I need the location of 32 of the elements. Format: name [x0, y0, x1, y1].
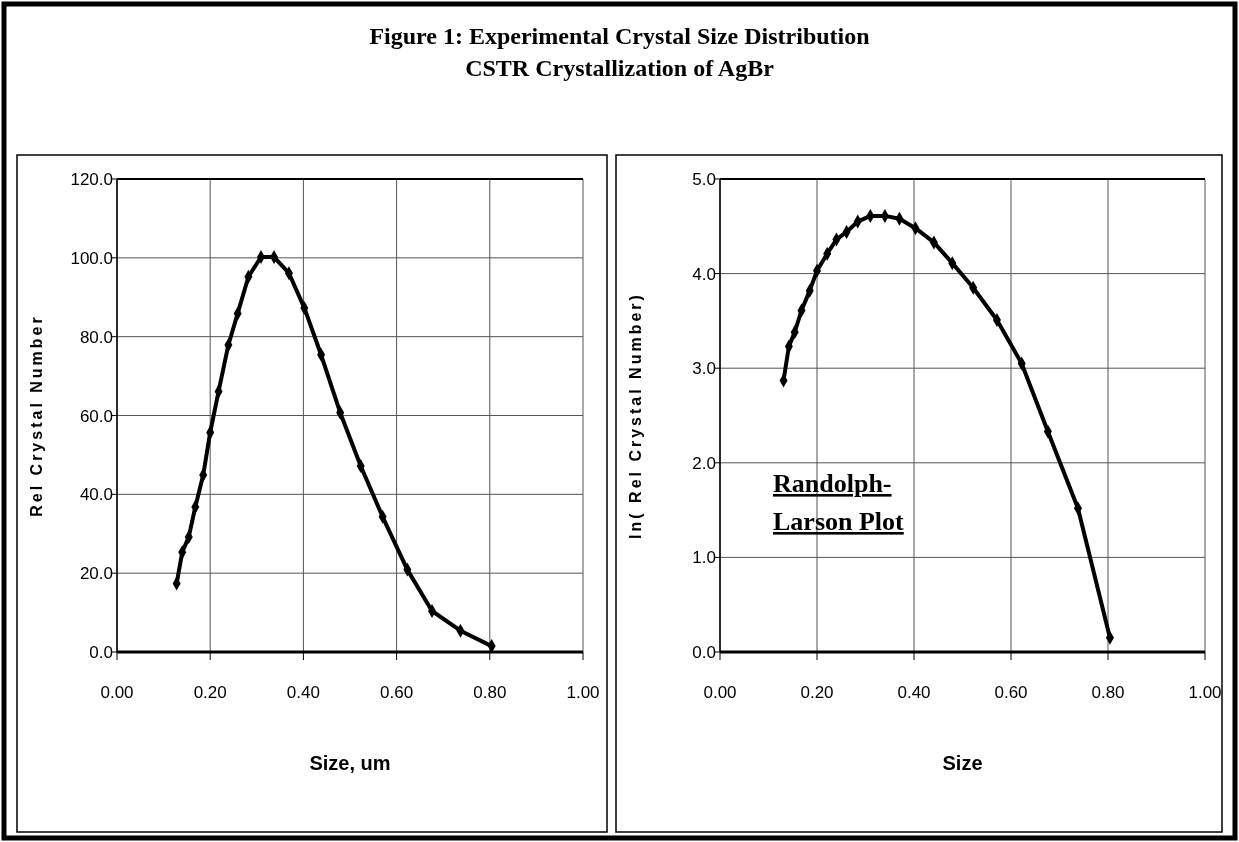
- y-tick-label: 80.0: [79, 327, 113, 347]
- x-tick-label: 0.20: [193, 683, 227, 702]
- y-axis-title: ln( Rel Crystal Number): [627, 292, 644, 539]
- x-tick-label: 0.60: [380, 683, 414, 702]
- x-tick-label: 1.00: [1188, 683, 1222, 702]
- y-axis-title: Rel Crystal Number: [28, 314, 45, 517]
- x-tick-label: 0.60: [994, 683, 1028, 702]
- y-tick-label: 120.0: [70, 170, 113, 189]
- y-tick-label: 0.0: [692, 643, 716, 662]
- y-tick-label: 4.0: [692, 264, 716, 284]
- annotation: Randolph-Larson Plot: [773, 469, 905, 536]
- chart-title: Figure 1: Experimental Crystal Size Distribution: [369, 23, 870, 49]
- y-tick-label: 0.0: [89, 643, 113, 662]
- y-tick-label: 1.0: [692, 548, 716, 568]
- y-tick-label: 3.0: [692, 359, 716, 379]
- y-tick-label: 60.0: [79, 406, 113, 426]
- y-tick-label: 20.0: [79, 564, 113, 584]
- y-tick-label: 100.0: [70, 248, 113, 268]
- y-tick-label: 2.0: [692, 453, 716, 473]
- x-tick-label: 0.80: [473, 683, 507, 702]
- x-tick-label: 0.40: [897, 683, 931, 702]
- x-tick-label: 0.20: [800, 683, 834, 702]
- x-tick-label: 0.80: [1091, 683, 1125, 702]
- x-axis-title: Size, um: [309, 752, 391, 774]
- x-tick-label: 0.00: [703, 683, 737, 702]
- x-tick-label: 0.00: [100, 683, 134, 702]
- x-tick-label: 0.40: [286, 683, 320, 702]
- x-axis-title: Size: [942, 752, 983, 774]
- y-tick-label: 5.0: [692, 170, 716, 189]
- y-tick-label: 40.0: [79, 485, 113, 505]
- chart-subtitle: CSTR Crystallization of AgBr: [465, 55, 775, 81]
- x-tick-label: 1.00: [566, 683, 600, 702]
